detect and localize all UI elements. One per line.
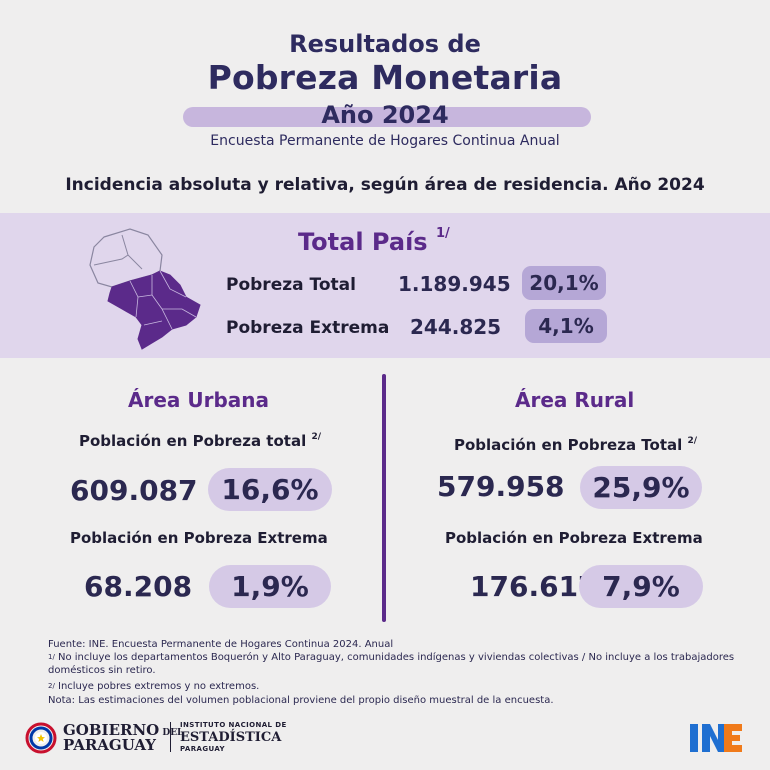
gov-logo-line-2: PARAGUAY	[63, 736, 156, 754]
source-note: Fuente: INE. Encuesta Permanente de Hoga…	[48, 639, 394, 650]
pobreza-total-label: Pobreza Total	[226, 275, 356, 295]
area-rural-title: Área Rural	[515, 388, 635, 412]
urbana-total-label: Población en Pobreza total 2/	[79, 432, 322, 450]
logo-separator	[170, 722, 171, 752]
survey-name: Encuesta Permanente de Hogares Continua …	[210, 133, 560, 149]
rural-total-value: 579.958	[437, 470, 565, 503]
ine-logo-icon	[690, 724, 742, 752]
rural-total-label: Población en Pobreza Total 2/	[454, 436, 698, 454]
urbana-total-percent: 16,6%	[208, 468, 332, 511]
year-label: Año 2024	[321, 101, 449, 129]
column-divider	[382, 374, 386, 622]
total-pais-title: Total País 1/	[298, 226, 450, 256]
paraguay-map-icon	[89, 228, 201, 350]
main-title: Pobreza Monetaria	[207, 58, 563, 97]
title-line-1: Resultados de	[289, 30, 481, 58]
rural-extrema-value: 176.617	[470, 570, 598, 603]
rural-total-percent: 25,9%	[580, 466, 702, 509]
footnote-1: 1/ No incluye los departamentos Boquerón…	[48, 652, 735, 676]
methodology-note: Nota: Las estimaciones del volumen pobla…	[48, 695, 554, 706]
area-urbana-title: Área Urbana	[128, 388, 270, 412]
urbana-extrema-label: Población en Pobreza Extrema	[70, 529, 328, 547]
ine-logo-line-1: INSTITUTO NACIONAL DE	[180, 721, 287, 729]
gov-logo-line-1: GOBIERNO DEL	[63, 721, 184, 739]
pobreza-total-percent: 20,1%	[522, 266, 606, 300]
rural-extrema-percent: 7,9%	[579, 565, 703, 608]
pobreza-total-value: 1.189.945	[398, 272, 511, 296]
urbana-extrema-percent: 1,9%	[209, 565, 331, 608]
pobreza-extrema-label: Pobreza Extrema	[226, 318, 390, 338]
rural-extrema-label: Población en Pobreza Extrema	[445, 529, 703, 547]
pobreza-extrema-percent: 4,1%	[525, 309, 607, 343]
subtitle: Incidencia absoluta y relativa, según ár…	[65, 175, 705, 195]
paraguay-seal-icon	[25, 722, 57, 754]
footnote-2: 2/ Incluye pobres extremos y no extremos…	[48, 681, 260, 692]
ine-logo-line-3: PARAGUAY	[180, 745, 225, 753]
year-highlight	[183, 107, 591, 127]
urbana-total-value: 609.087	[70, 474, 198, 507]
pobreza-extrema-value: 244.825	[410, 315, 502, 339]
ine-logo-line-2: ESTADÍSTICA	[180, 730, 282, 745]
urbana-extrema-value: 68.208	[84, 570, 193, 603]
